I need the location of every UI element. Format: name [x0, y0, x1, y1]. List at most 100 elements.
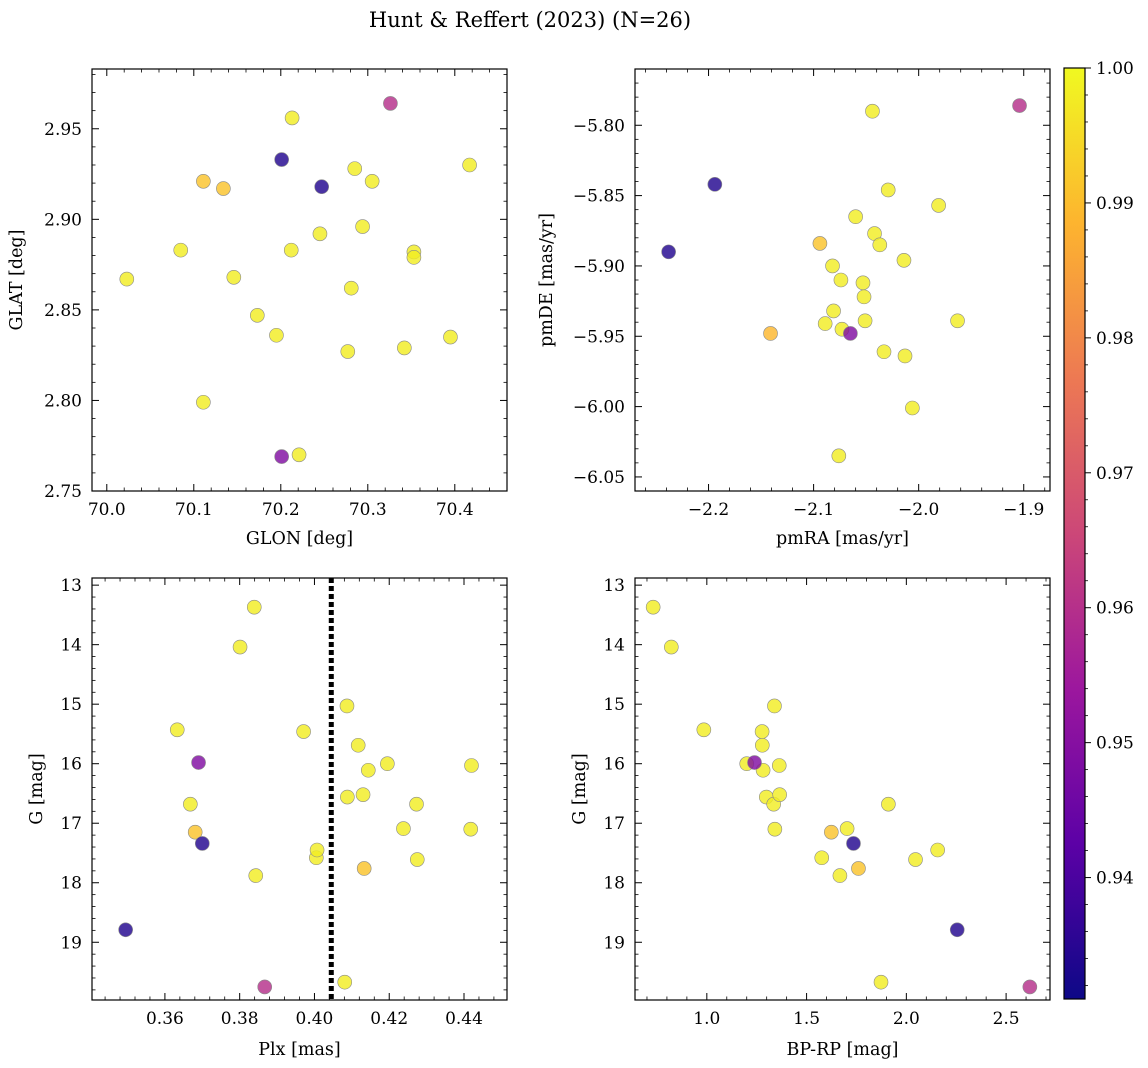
y-axis-label: G [mag]: [27, 753, 47, 824]
plot-frame: [91, 577, 508, 1001]
data-point: [763, 326, 778, 341]
x-tick-label: 70.3: [349, 500, 387, 520]
data-point: [406, 250, 422, 265]
data-point: [817, 316, 833, 331]
data-point: [771, 758, 787, 773]
x-tick-label: 0.38: [221, 1009, 259, 1029]
data-point: [1022, 979, 1038, 995]
data-point: [881, 796, 896, 812]
data-point: [269, 327, 284, 343]
data-point: [355, 219, 370, 234]
y-tick-label: 2.95: [44, 120, 82, 140]
data-point: [908, 852, 923, 867]
data-point: [118, 922, 133, 938]
data-point: [232, 639, 248, 655]
data-point: [340, 344, 356, 359]
y-tick-label: 13: [603, 576, 625, 596]
panel-radec: 70.0 70.1 70.2 70.3 70.4 2.75 2.80 2.85 2.90 2.95…: [7, 68, 508, 549]
x-tick-label: −2.0: [898, 500, 939, 520]
x-axis-label: GLON [deg]: [246, 529, 353, 549]
data-point: [880, 182, 896, 198]
data-point: [409, 796, 424, 812]
data-point: [246, 599, 262, 615]
data-point: [930, 842, 945, 858]
y-tick-label: 15: [603, 695, 625, 715]
x-tick-label: 1.0: [693, 1009, 720, 1029]
data-point: [462, 157, 477, 173]
data-point: [833, 272, 849, 288]
data-point: [194, 836, 210, 851]
data-point: [696, 722, 712, 738]
x-axis-label: pmRA [mas/yr]: [776, 529, 909, 549]
data-point: [187, 824, 203, 840]
colorbar-tick-label: 0.98: [1096, 329, 1134, 349]
data-point: [312, 226, 328, 242]
y-axis-label: pmDE [mas/yr]: [537, 213, 557, 347]
data-point: [296, 724, 311, 739]
data-point: [873, 974, 889, 990]
y-tick-label: 16: [60, 755, 82, 775]
data-point: [876, 344, 892, 360]
x-tick-label: −2.1: [793, 500, 834, 520]
data-point: [814, 850, 830, 866]
x-axis-label: BP-RP [mag]: [787, 1040, 899, 1060]
data-point: [347, 161, 363, 176]
data-point: [274, 152, 289, 167]
colorbar-fill: [1064, 68, 1085, 999]
y-tick-label: −5.80: [573, 116, 625, 136]
y-tick-label: 13: [60, 576, 82, 596]
data-point: [364, 173, 380, 189]
panel-plx: 0.36 0.38 0.40 0.42 0.44 13 14 15 16 17 18 19 Plx [m…: [27, 576, 508, 1060]
data-point: [664, 639, 679, 655]
panel-pm: −2.2 −2.1 −2.0 −1.9 −6.05 −6.00 −5.95 −5.90 −5.8…: [537, 68, 1051, 549]
data-point: [824, 824, 839, 840]
y-tick-label: 17: [603, 814, 625, 834]
y-tick-label: 2.75: [44, 482, 82, 502]
x-tick-label: 0.36: [146, 1009, 184, 1029]
data-point: [250, 308, 265, 323]
data-point: [707, 177, 723, 192]
y-tick-label: 18: [603, 874, 625, 894]
y-tick-label: 16: [603, 755, 625, 775]
panels: 70.0 70.1 70.2 70.3 70.4 2.75 2.80 2.85 2.90 2.95…: [7, 68, 1051, 1060]
data-point: [360, 762, 376, 778]
data-point: [857, 313, 873, 329]
data-point: [463, 821, 479, 837]
data-point: [464, 758, 479, 773]
data-point: [309, 842, 325, 858]
data-point: [396, 821, 411, 836]
y-tick-label: 15: [60, 695, 82, 715]
data-point: [949, 922, 965, 938]
y-tick-label: −6.05: [573, 468, 625, 488]
data-point: [754, 724, 770, 739]
y-tick-label: 14: [603, 636, 625, 656]
y-tick-label: 19: [60, 933, 82, 953]
panel-cmd: 1.0 1.5 2.0 2.5 13 14 15 16 17 18 19 BP-RP [mag] G […: [570, 576, 1051, 1060]
data-point: [169, 722, 185, 738]
data-point: [191, 755, 206, 770]
data-point: [355, 787, 371, 802]
y-tick-label: 18: [60, 874, 82, 894]
data-point: [846, 836, 861, 851]
colorbar: 0.94 0.95 0.96 0.97 0.98 0.99 1.00: [1063, 59, 1134, 1000]
data-point: [767, 821, 783, 837]
data-point: [350, 737, 366, 753]
x-axis-label: Plx [mas]: [258, 1040, 340, 1060]
data-point: [772, 787, 787, 802]
x-tick-label: 0.42: [370, 1009, 408, 1029]
x-tick-label: 0.40: [296, 1009, 334, 1029]
data-point: [284, 110, 300, 126]
data-point: [832, 868, 848, 883]
y-tick-label: −6.00: [573, 398, 625, 418]
y-axis-label: GLAT [deg]: [7, 230, 27, 331]
y-tick-label: 2.85: [44, 301, 82, 321]
y-tick-label: 2.90: [44, 210, 82, 230]
data-point: [226, 269, 242, 285]
x-tick-label: 2.0: [893, 1009, 920, 1029]
x-tick-label: 70.0: [88, 500, 126, 520]
figure-title: Hunt & Reffert (2023) (N=26): [369, 8, 691, 32]
data-point: [856, 289, 872, 305]
colorbar-tick-label: 1.00: [1096, 59, 1134, 79]
colorbar-tick-label: 0.99: [1096, 194, 1134, 214]
